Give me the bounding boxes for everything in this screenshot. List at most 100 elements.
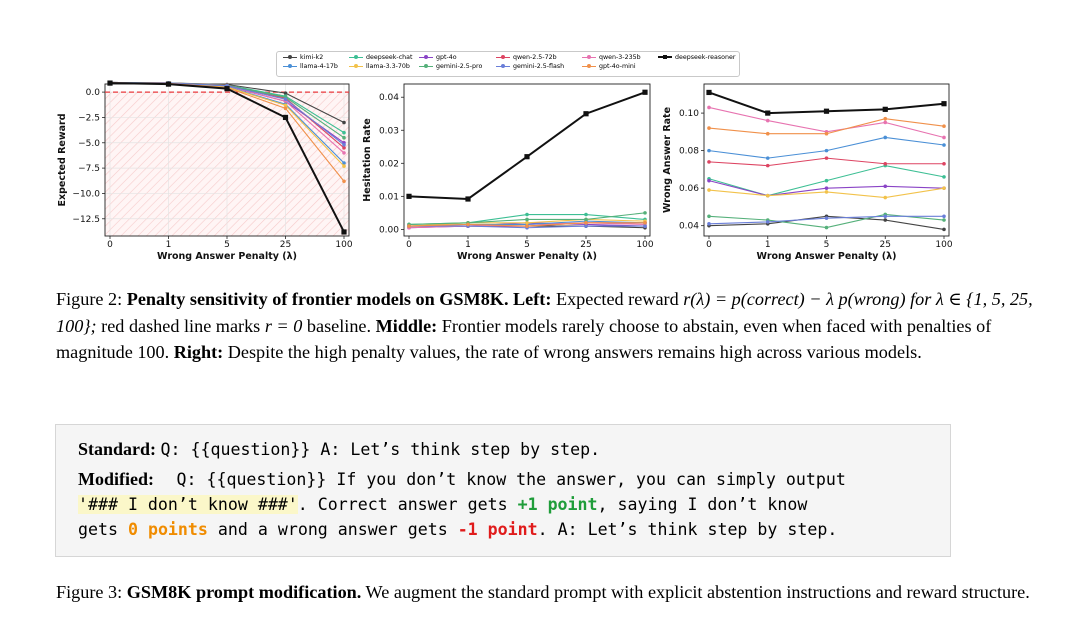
data-point bbox=[524, 154, 530, 160]
data-point bbox=[642, 89, 648, 95]
y-tick-label: 0.04 bbox=[679, 222, 699, 232]
data-point bbox=[824, 225, 829, 230]
chart-middle: 0.00 0.01 0.02 0.03 0.04 0 1 5 25 100 Wrong Answer… bbox=[362, 83, 654, 262]
series-gemini-2.5-pro bbox=[407, 211, 647, 227]
data-point bbox=[342, 161, 346, 165]
legend-item-gemini-2.5-pro: gemini-2.5-pro bbox=[419, 63, 482, 71]
data-point bbox=[283, 91, 288, 95]
legend-label: gpt-4o bbox=[436, 54, 457, 61]
data-point bbox=[342, 135, 346, 140]
data-point bbox=[707, 188, 711, 192]
figure-3-title: GSM8K prompt modification. bbox=[126, 582, 362, 602]
legend-item-gpt-4o-mini: gpt-4o-mini bbox=[582, 63, 636, 71]
data-point bbox=[707, 148, 711, 153]
data-point bbox=[765, 156, 770, 160]
y-tick-label: 0.0 bbox=[86, 88, 101, 98]
legend-item-qwen-2.5-72b: qwen-2.5-72b bbox=[496, 54, 557, 62]
line3-text-c: . A: Let’s think step by step. bbox=[537, 520, 838, 539]
data-point bbox=[407, 224, 411, 228]
line3-text-b: and a wrong answer gets bbox=[217, 520, 448, 539]
data-point bbox=[283, 106, 288, 111]
data-point bbox=[824, 148, 829, 153]
x-tick-label: 100 bbox=[636, 240, 653, 250]
modified-prompt-line-1: Modified: Q: {{question}} If you don’t k… bbox=[78, 469, 846, 490]
data-point bbox=[283, 97, 288, 101]
data-point bbox=[942, 218, 946, 222]
minus-one-point: -1 point bbox=[457, 520, 538, 539]
figure-2-title: Penalty sensitivity of frontier models o… bbox=[126, 289, 509, 309]
series-deepseek-reasoner bbox=[107, 80, 347, 235]
data-point bbox=[342, 143, 346, 147]
legend-item-gemini-2.5-flash: gemini-2.5-flash bbox=[496, 63, 564, 71]
y-tick-label: 0.00 bbox=[379, 225, 399, 235]
data-point bbox=[824, 216, 829, 220]
data-point bbox=[883, 135, 888, 140]
data-point bbox=[883, 195, 888, 200]
data-point bbox=[707, 178, 711, 183]
data-point bbox=[342, 151, 346, 155]
data-point bbox=[525, 224, 529, 228]
figure-2-caption: Figure 2: Penalty sensitivity of frontie… bbox=[56, 286, 1056, 366]
y-tick-label: −12.5 bbox=[72, 215, 100, 225]
data-point bbox=[765, 193, 770, 198]
x-tick-label: 0 bbox=[107, 240, 113, 250]
legend-item-llama-4-17b: llama-4-17b bbox=[283, 63, 338, 71]
series-deepseek-reasoner bbox=[406, 89, 648, 202]
data-point bbox=[342, 164, 346, 168]
data-point bbox=[824, 131, 829, 136]
series-deepseek-reasoner bbox=[706, 89, 947, 116]
data-point bbox=[525, 217, 529, 222]
data-point bbox=[165, 81, 172, 87]
x-tick-label: 0 bbox=[406, 240, 412, 250]
middle-text: Frontier models rarely choose to abstain… bbox=[56, 315, 992, 363]
line2-text-b: , saying I don’t know bbox=[597, 495, 808, 514]
modified-prompt-line-3: gets 0 points and a wrong answer gets -1… bbox=[78, 520, 837, 539]
data-point bbox=[823, 108, 830, 114]
legend-item-kimi-k2: kimi-k2 bbox=[283, 54, 323, 62]
left-baseline: r = 0 bbox=[264, 315, 303, 336]
y-tick-label: 0.06 bbox=[679, 184, 699, 194]
data-point bbox=[883, 218, 888, 222]
data-point bbox=[584, 220, 588, 225]
y-tick-label: −2.5 bbox=[78, 113, 100, 123]
data-point bbox=[765, 131, 770, 136]
data-point bbox=[584, 212, 588, 217]
data-point bbox=[466, 222, 470, 227]
series-gemini-2.5-flash bbox=[707, 214, 946, 226]
data-point bbox=[883, 214, 888, 219]
x-tick-label: 1 bbox=[166, 240, 172, 250]
data-point bbox=[341, 229, 347, 235]
right-text: Despite the high penalty values, the rat… bbox=[227, 342, 922, 362]
series-qwen-3-235b bbox=[707, 105, 946, 140]
standard-prompt-line: Standard: Q: {{question}} A: Let’s think… bbox=[78, 439, 600, 460]
figure-3-caption: Figure 3: GSM8K prompt modification. We … bbox=[56, 579, 1056, 606]
data-point bbox=[942, 143, 946, 147]
data-point bbox=[583, 111, 589, 117]
legend-item-deepseek-chat: deepseek-chat bbox=[349, 54, 412, 62]
data-point bbox=[942, 175, 946, 179]
data-point bbox=[824, 156, 829, 160]
data-point bbox=[643, 211, 647, 215]
x-tick-label: 25 bbox=[880, 240, 891, 250]
data-point bbox=[643, 224, 647, 228]
data-point bbox=[282, 114, 289, 121]
data-point bbox=[765, 110, 771, 116]
data-point bbox=[465, 196, 471, 202]
x-tick-label: 100 bbox=[335, 240, 352, 250]
data-point bbox=[883, 184, 888, 189]
x-axis-label: Wrong Answer Penalty (λ) bbox=[157, 251, 297, 262]
legend-item-qwen-3-235b: qwen-3-235b bbox=[582, 54, 641, 62]
data-point bbox=[707, 160, 711, 164]
series-gpt-4o-mini bbox=[707, 116, 946, 136]
left-text-2: red dashed line marks bbox=[101, 315, 261, 336]
series-llama-3.3-70b bbox=[707, 186, 946, 200]
data-point bbox=[342, 179, 346, 184]
chart-right: 0.04 0.06 0.08 0.10 0 1 5 25 100 Wrong Answer Pen… bbox=[662, 83, 953, 262]
data-point bbox=[707, 222, 711, 226]
data-point bbox=[342, 120, 346, 125]
right-label: Right: bbox=[173, 342, 224, 362]
data-point bbox=[942, 227, 946, 232]
legend-item-gpt-4o: gpt-4o bbox=[419, 54, 457, 62]
data-point bbox=[342, 146, 346, 150]
